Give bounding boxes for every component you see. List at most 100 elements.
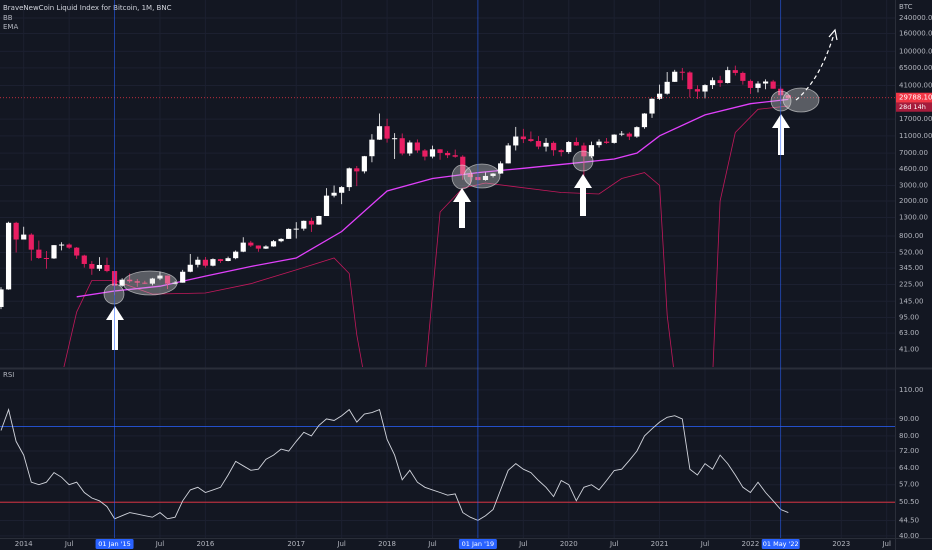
- candle-body: [28, 234, 34, 250]
- candle-body: [202, 259, 208, 266]
- rsi-title: RSI: [3, 371, 14, 379]
- candle-body: [604, 141, 610, 143]
- candle-body: [619, 133, 625, 135]
- y-tick-label: 95.00: [899, 313, 919, 321]
- y-tick-label: 160000.00: [899, 29, 932, 37]
- y-tick-label: 80.00: [899, 432, 919, 440]
- candle-body: [89, 263, 95, 269]
- y-tick-label: 240000.00: [899, 14, 932, 22]
- highlight-ellipse: [103, 283, 125, 305]
- candle-body: [331, 192, 337, 196]
- candle-body: [278, 238, 284, 242]
- candle-body: [596, 141, 602, 146]
- candle-body: [384, 126, 390, 139]
- candle-body: [286, 228, 292, 239]
- candle-body: [762, 81, 769, 84]
- candle-body: [233, 251, 239, 259]
- x-tick-label: Jul: [155, 540, 165, 548]
- candle-body: [217, 259, 224, 262]
- y-tick-label: 41.00: [899, 346, 919, 354]
- candle-body: [339, 187, 345, 193]
- candle-body: [785, 95, 791, 98]
- candle-body: [490, 173, 496, 176]
- candle-body: [96, 264, 103, 269]
- candle-body: [437, 149, 443, 153]
- y-tick-label: 4600.00: [899, 165, 928, 173]
- candle-body: [498, 163, 504, 174]
- y-tick-label: 41000.00: [899, 82, 932, 90]
- y-tick-label: 40.00: [899, 532, 919, 540]
- candle-body: [414, 142, 420, 151]
- y-tick-label: 800.00: [899, 232, 924, 240]
- candle-body: [725, 70, 731, 83]
- x-tick-label: 2023: [832, 540, 850, 548]
- y-tick-label: 44.50: [899, 516, 919, 524]
- candle-body: [376, 126, 383, 140]
- candle-body: [566, 142, 572, 153]
- candle-body: [551, 142, 557, 151]
- candle-body: [346, 168, 352, 188]
- candle-body: [308, 220, 314, 225]
- candle-body: [316, 216, 322, 225]
- x-tick-label: Jul: [700, 540, 710, 548]
- candle-body: [104, 264, 110, 272]
- candle-body: [255, 245, 261, 249]
- x-tick-label: 2021: [651, 540, 669, 548]
- up-arrow: [453, 188, 471, 228]
- candle-body: [452, 155, 458, 157]
- candle-body: [164, 275, 171, 284]
- candle-body: [709, 80, 716, 86]
- x-tick-label: 2022: [742, 540, 760, 548]
- candle-body: [0, 289, 4, 307]
- candle-body: [149, 278, 155, 284]
- candle-body: [172, 282, 178, 284]
- candle-body: [392, 138, 398, 140]
- x-tick-label: Jul: [609, 540, 619, 548]
- candle-body: [482, 175, 489, 181]
- candle-body: [656, 93, 663, 99]
- y-tick-label: 63.00: [899, 329, 919, 337]
- candle-body: [180, 271, 186, 283]
- candle-body: [679, 71, 685, 73]
- x-tick-label: Jul: [518, 540, 528, 548]
- candle-body: [157, 275, 163, 279]
- y-tick-label: 145.00: [899, 297, 924, 305]
- countdown-tag: [896, 102, 932, 112]
- candle-body: [323, 195, 330, 217]
- marker-label: 01 May '22: [763, 540, 799, 548]
- overlay-line: [76, 98, 789, 298]
- y-tick-label: 2000.00: [899, 197, 928, 205]
- candle-body: [732, 70, 738, 73]
- y-tick-label: 225.00: [899, 281, 924, 289]
- highlight-ellipse: [782, 87, 820, 113]
- candle-body: [740, 72, 746, 81]
- x-tick-label: 2020: [560, 540, 578, 548]
- candle-body: [187, 264, 193, 272]
- x-tick-label: Jul: [64, 540, 74, 548]
- price-pane: [0, 65, 895, 367]
- candle-body: [5, 222, 12, 290]
- candle-body: [513, 136, 519, 146]
- y-tick-label: 345.00: [899, 264, 924, 272]
- candle-body: [672, 71, 678, 82]
- y-tick-label: 65000.00: [899, 64, 932, 72]
- candle-body: [528, 139, 534, 142]
- marker-tag: [458, 539, 497, 549]
- candle-body: [134, 281, 140, 283]
- rsi-pane: [0, 408, 895, 521]
- x-tick-label: 2016: [196, 540, 214, 548]
- y-tick-label: 3000.00: [899, 181, 928, 189]
- candle-body: [664, 81, 670, 94]
- candle-body: [626, 133, 632, 137]
- x-tick-label: 2014: [15, 540, 33, 548]
- candle-body: [74, 247, 80, 256]
- candle-body: [573, 142, 579, 146]
- up-arrow: [106, 306, 124, 350]
- candle-body: [301, 220, 307, 229]
- candle-body: [399, 138, 405, 154]
- y-tick-label: 17000.00: [899, 115, 932, 123]
- candle-body: [354, 168, 360, 172]
- y-tick-label: 520.00: [899, 248, 924, 256]
- candle-body: [142, 282, 148, 284]
